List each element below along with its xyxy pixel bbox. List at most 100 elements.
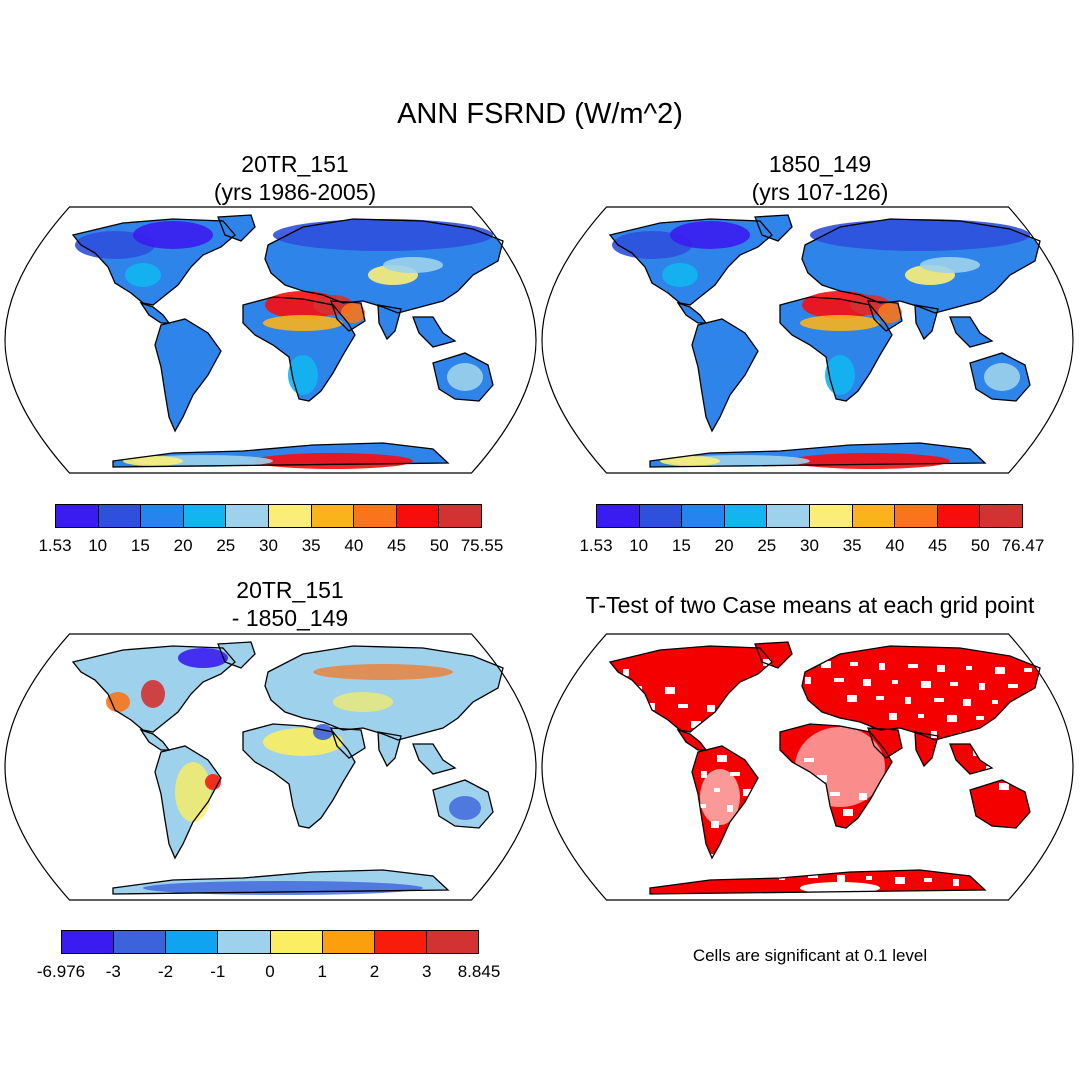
nonsignificant-cell (707, 705, 715, 712)
colorbar-swatch (937, 505, 981, 527)
south-america-coast (154, 318, 222, 433)
nonsignificant-cell (804, 758, 814, 762)
colorbar-tick-label: 50 (970, 536, 990, 555)
se-asia-land (413, 744, 455, 774)
field-patch (263, 315, 343, 331)
nonsignificant-cell (672, 770, 680, 774)
nonsignificant-cell (1021, 701, 1031, 708)
nonsignificant-cell (653, 819, 659, 826)
nonsignificant-cell (934, 698, 944, 702)
map-frame (541, 206, 1074, 474)
australia-coast (432, 352, 494, 402)
nonsignificant-cell (927, 845, 933, 852)
land-layer (610, 215, 1040, 469)
colorbar-tick-label: 76.47 (1001, 536, 1045, 555)
nonsignificant-cell (685, 787, 693, 794)
nonsignificant-cell (905, 697, 911, 704)
south-america-coast (691, 745, 759, 860)
se-asia-coast (412, 743, 457, 775)
nonsignificant-cell (979, 683, 985, 690)
se-asia-land (950, 317, 992, 347)
field-patch (163, 329, 203, 361)
central-america-land (141, 730, 169, 750)
field-patch (790, 453, 950, 469)
colorbar-tick-label: 40 (885, 536, 905, 555)
nonsignificant-cell (1034, 718, 1044, 722)
nonsignificant-cell (714, 788, 720, 792)
nonsignificant-cell (911, 861, 919, 868)
nonsignificant-cell (947, 715, 957, 722)
figure-title: ANN FSRND (W/m^2) (397, 98, 683, 130)
colorbar-tick-label: 15 (130, 536, 150, 555)
colorbar-tick-label: 1.53 (579, 536, 613, 555)
nonsignificant-cell (830, 792, 840, 796)
field-patch (662, 263, 698, 287)
nonsignificant-cell (817, 775, 827, 782)
nonsignificant-cell (1024, 668, 1032, 672)
field-patch (447, 363, 483, 391)
nonsignificant-cell (623, 669, 629, 676)
colorbar-swatch (852, 505, 896, 527)
south-america-coast (691, 318, 759, 433)
panel1-title: 20TR_151 (yrs 1986-2005) (165, 150, 425, 206)
nonsignificant-cell (617, 735, 627, 742)
nonsignificant-cell (688, 754, 694, 758)
colorbar-tick-label: 3 (422, 962, 432, 981)
colorbar-panel3 (61, 930, 479, 954)
nonsignificant-cell (649, 703, 655, 710)
colorbar-swatch (724, 505, 768, 527)
europe-asia-coast (801, 645, 1041, 741)
colorbar-swatch (226, 505, 269, 527)
north-america-coast (71, 645, 236, 733)
nonsignificant-cell (869, 843, 879, 850)
field-patch (175, 762, 211, 822)
colorbar-tick-label: 20 (173, 536, 193, 555)
colorbar-tick-label: 35 (301, 536, 321, 555)
nonsignificant-cell (611, 801, 619, 808)
colorbar-tick-label: 10 (88, 536, 108, 555)
antarctica-coast (112, 442, 450, 468)
nonsignificant-cell (756, 806, 766, 810)
nonsignificant-cell (856, 826, 866, 830)
nonsignificant-cell (779, 873, 785, 880)
africa-coast (779, 296, 893, 402)
nonsignificant-cell (695, 837, 705, 844)
map-ttest-significance (541, 633, 1074, 901)
nonsignificant-cell (895, 877, 905, 884)
colorbar-tick-label: 30 (800, 536, 819, 555)
colorbar-panel1 (55, 504, 482, 528)
europe-asia-coast (264, 645, 504, 741)
nonsignificant-cell (1005, 717, 1011, 724)
colorbar-tick-label: 10 (629, 536, 649, 555)
india-land (378, 305, 401, 339)
nonsignificant-cell (682, 820, 692, 824)
nonsignificant-cell (643, 769, 653, 776)
arabia-coast (330, 300, 366, 332)
nonsignificant-cell (814, 808, 820, 812)
colorbar-swatch (268, 505, 312, 527)
nonsignificant-cell (717, 755, 727, 762)
nonsignificant-cell (960, 732, 970, 736)
colorbar-swatch (114, 931, 167, 953)
nonsignificant-cell (753, 839, 759, 846)
colorbar-tick-label: 35 (842, 536, 862, 555)
nonsignificant-cell (627, 785, 633, 792)
colorbar-tick-label: 0 (265, 962, 275, 981)
colorbar-swatch (682, 505, 725, 527)
nonsignificant-cell (743, 789, 753, 796)
nonsignificant-cell (866, 876, 872, 880)
nonsignificant-cell (724, 838, 732, 842)
colorbar-swatch (322, 931, 375, 953)
arabia-coast (330, 727, 366, 759)
nonsignificant-cell (834, 678, 844, 682)
nonsignificant-cell (1018, 734, 1024, 738)
central-america-land (141, 303, 169, 323)
field-patch (984, 363, 1020, 391)
colorbar-tick-label: 75.55 (460, 536, 504, 555)
nonsignificant-cell (824, 858, 832, 862)
antarctica-coast (649, 442, 987, 468)
nonsignificant-cell (914, 828, 920, 832)
india-land (378, 732, 401, 766)
central-america-land (678, 303, 706, 323)
panel2-title: 1850_149 (yrs 107-126) (690, 150, 950, 206)
